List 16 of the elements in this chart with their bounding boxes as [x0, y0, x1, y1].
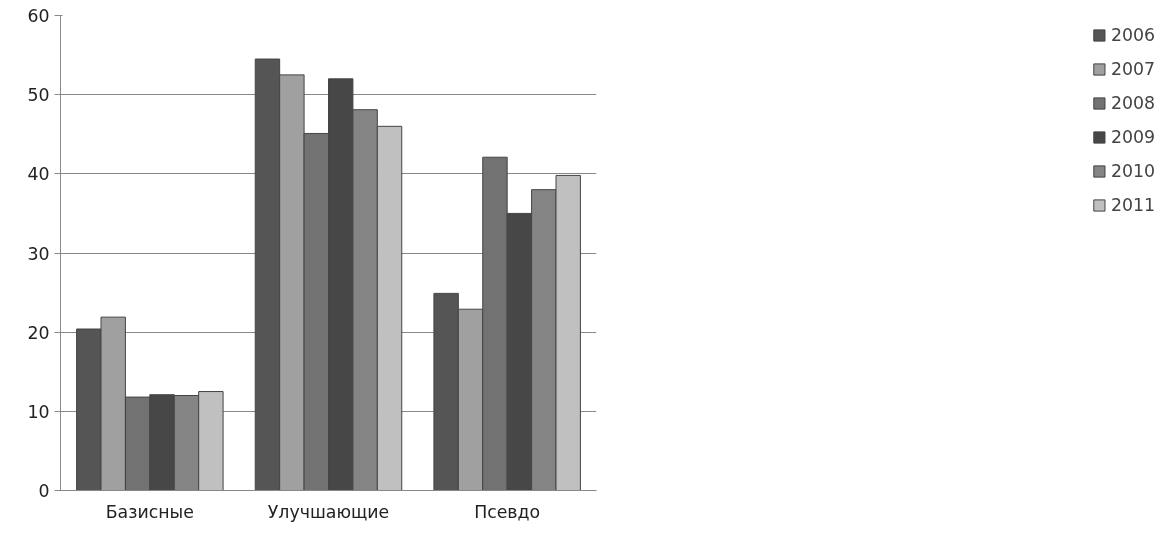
y-tick-label: 10 [27, 401, 50, 422]
x-tick-label: Базисные [105, 501, 194, 522]
legend-label: 2009 [1110, 127, 1155, 147]
y-tick-label: 50 [27, 85, 50, 106]
x-tick-label: Улучшающие [267, 501, 390, 522]
legend-label: 2007 [1110, 59, 1155, 79]
x-tick-label: Псевдо [474, 501, 541, 522]
y-tick-label: 30 [27, 243, 50, 264]
y-tick-label: 0 [38, 481, 50, 501]
y-tick-label: 40 [27, 164, 50, 185]
y-tick-label: 60 [27, 6, 50, 26]
legend-label: 2006 [1110, 25, 1155, 45]
legend-label: 2010 [1110, 161, 1155, 181]
legend-label: 2011 [1110, 195, 1155, 215]
y-tick-label: 20 [27, 322, 50, 343]
legend-label: 2008 [1110, 93, 1155, 113]
